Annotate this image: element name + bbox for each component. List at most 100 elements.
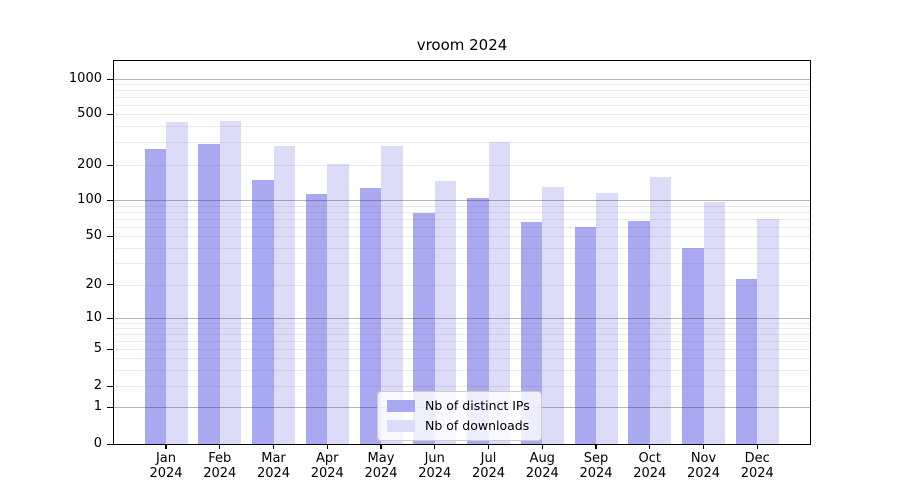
x-tick-mark-Mar: [272, 444, 275, 449]
bar-nb-of-distinct-ips-Feb: [198, 144, 220, 444]
x-tick-month-Feb: Feb: [208, 451, 232, 466]
y-tick-mark-5: [107, 348, 114, 351]
x-tick-mark-Jun: [434, 444, 436, 449]
y-tick-label-0: 0: [93, 436, 102, 451]
x-tick-year-Jul: 2024: [471, 465, 506, 481]
x-tick-mark-Aug: [541, 444, 543, 449]
legend-item-distinct-ips: Nb of distinct IPs: [387, 398, 532, 413]
x-tick-label-Nov: Nov 2024: [676, 451, 732, 481]
x-tick-mark-Sep: [595, 444, 597, 449]
legend-item-downloads: Nb of downloads: [387, 418, 532, 433]
x-tick-month-Dec: Dec: [744, 451, 770, 466]
x-tick-year-Sep: 2024: [579, 465, 613, 481]
x-tick-mark-Nov: [702, 444, 705, 449]
bars-layer: [114, 61, 810, 444]
bar-nb-of-downloads-Apr: [327, 163, 349, 444]
y-tick-label-1: 1: [93, 399, 102, 415]
x-tick-year-Aug: 2024: [525, 465, 559, 481]
bar-nb-of-distinct-ips-Jul: [467, 197, 489, 444]
x-tick-year-Jun: 2024: [418, 465, 452, 481]
x-tick-year-Mar: 2024: [256, 465, 291, 481]
y-tick-label-50: 50: [85, 228, 102, 244]
x-tick-mark-Dec: [756, 444, 758, 449]
y-tick-label-100: 100: [77, 192, 102, 207]
x-tick-label-May: May 2024: [353, 451, 409, 481]
y-tick-label-10: 10: [85, 310, 102, 326]
bar-nb-of-distinct-ips-Nov: [682, 248, 704, 444]
x-tick-month-Jan: Jan: [155, 451, 177, 466]
bar-nb-of-distinct-ips-Sep: [574, 226, 596, 444]
y-tick-mark-50: [107, 235, 114, 238]
x-tick-label-Apr: Apr 2024: [299, 451, 355, 481]
y-tick-label-5: 5: [93, 341, 102, 357]
x-tick-year-Oct: 2024: [633, 465, 667, 481]
y-tick-mark-1000: [107, 78, 114, 80]
y-tick-label-1000: 1000: [68, 71, 102, 86]
x-tick-month-Jun: Jun: [424, 451, 445, 466]
chart-title: vroom 2024: [416, 36, 508, 54]
x-tick-month-Jul: Jul: [480, 451, 497, 466]
x-tick-month-Apr: Apr: [316, 451, 339, 466]
bar-nb-of-downloads-Dec: [757, 218, 779, 444]
x-tick-year-Dec: 2024: [740, 465, 774, 481]
bar-nb-of-distinct-ips-Mar: [252, 179, 274, 444]
bar-nb-of-downloads-Mar: [273, 146, 295, 444]
legend-label-downloads: Nb of downloads: [425, 418, 530, 433]
bar-nb-of-distinct-ips-Jan: [144, 149, 166, 444]
y-tick-mark-2: [107, 385, 114, 387]
x-tick-year-Feb: 2024: [203, 465, 237, 481]
x-tick-month-Aug: Aug: [529, 451, 555, 466]
x-tick-mark-Oct: [649, 444, 651, 449]
x-tick-year-Nov: 2024: [686, 465, 721, 481]
legend-swatch-distinct-ips: [387, 399, 415, 412]
y-tick-mark-20: [107, 284, 114, 286]
y-tick-mark-1: [107, 406, 114, 409]
bar-nb-of-downloads-Aug: [542, 187, 564, 444]
y-tick-mark-500: [107, 113, 114, 115]
x-tick-year-Jan: 2024: [149, 465, 183, 481]
legend-swatch-downloads: [387, 419, 415, 432]
y-tick-mark-0: [107, 443, 114, 445]
x-tick-label-Feb: Feb 2024: [192, 451, 248, 481]
legend-label-distinct-ips: Nb of distinct IPs: [425, 398, 530, 413]
x-tick-mark-Feb: [219, 444, 221, 449]
x-tick-label-Aug: Aug 2024: [514, 451, 570, 481]
bar-nb-of-distinct-ips-Aug: [520, 221, 543, 444]
bar-nb-of-distinct-ips-Jun: [413, 213, 435, 444]
y-tick-label-20: 20: [85, 276, 102, 292]
x-tick-label-Sep: Sep 2024: [568, 451, 624, 481]
bar-nb-of-downloads-Jul: [488, 142, 510, 444]
y-tick-label-500: 500: [77, 106, 102, 121]
plot-area: [113, 60, 811, 445]
x-tick-mark-Jul: [487, 444, 490, 449]
x-tick-month-Nov: Nov: [690, 451, 717, 466]
bar-nb-of-downloads-Feb: [219, 121, 242, 444]
x-tick-label-Mar: Mar 2024: [246, 451, 302, 481]
y-tick-mark-100: [107, 199, 114, 201]
bar-nb-of-distinct-ips-Dec: [735, 279, 758, 444]
bar-nb-of-downloads-Oct: [649, 176, 672, 444]
x-tick-label-Jul: Jul 2024: [461, 451, 517, 481]
x-tick-month-Oct: Oct: [638, 451, 661, 466]
x-tick-month-May: May: [367, 451, 395, 466]
x-tick-label-Jan: Jan 2024: [138, 451, 194, 481]
legend: Nb of distinct IPs Nb of downloads: [377, 391, 542, 441]
x-tick-year-May: 2024: [364, 465, 398, 481]
x-tick-month-Sep: Sep: [583, 451, 609, 466]
x-tick-label-Dec: Dec 2024: [729, 451, 785, 481]
x-tick-year-Apr: 2024: [310, 465, 344, 481]
bar-nb-of-downloads-Jan: [166, 122, 188, 444]
bar-nb-of-downloads-Sep: [596, 192, 618, 444]
y-tick-label-200: 200: [77, 157, 102, 172]
x-tick-mark-May: [380, 444, 382, 449]
x-tick-mark-Jan: [165, 444, 167, 449]
bar-nb-of-downloads-Nov: [703, 202, 725, 444]
x-tick-month-Mar: Mar: [261, 451, 286, 466]
x-tick-mark-Apr: [326, 444, 328, 449]
y-tick-mark-200: [107, 164, 114, 166]
x-tick-label-Oct: Oct 2024: [622, 451, 678, 481]
y-tick-mark-10: [107, 317, 114, 320]
bar-nb-of-distinct-ips-May: [359, 187, 381, 444]
bar-nb-of-downloads-Jun: [434, 180, 457, 444]
